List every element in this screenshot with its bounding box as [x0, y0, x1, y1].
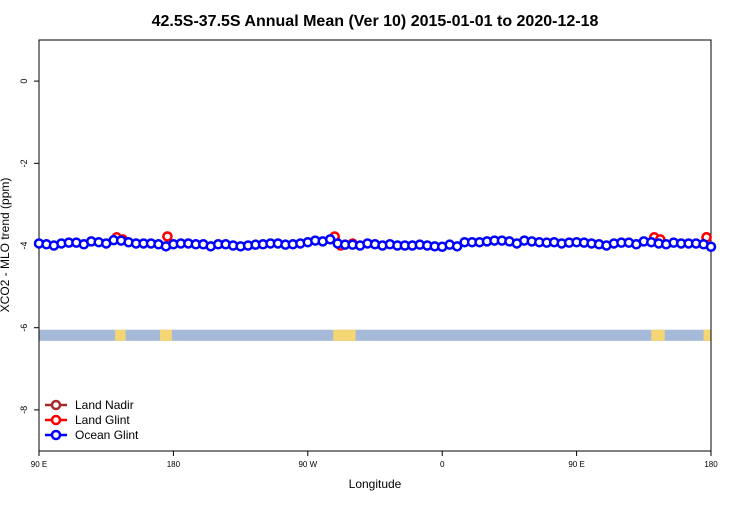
y-tick-label: 0 [19, 79, 29, 84]
x-axis-label: Longitude [349, 477, 402, 491]
land-mask [703, 329, 711, 341]
land-mask [159, 329, 172, 341]
legend-marker [50, 429, 62, 441]
land-mask [651, 329, 665, 341]
y-tick-label: -2 [19, 159, 29, 167]
y-axis-label: XCO2 - MLO trend (ppm) [0, 178, 12, 313]
data-point [324, 234, 336, 245]
y-tick-label: -6 [19, 324, 29, 332]
y-tick-label: -4 [19, 241, 29, 249]
x-tick-label: 90 E [31, 460, 47, 469]
chart-title: 42.5S-37.5S Annual Mean (Ver 10) 2015-01… [152, 13, 599, 30]
data-point [162, 231, 173, 242]
data-point [705, 241, 717, 252]
x-tick-label: 0 [440, 460, 445, 469]
land-mask [333, 329, 356, 341]
y-tick-label: -8 [19, 406, 29, 414]
x-tick-label: 90 E [568, 460, 584, 469]
legend-label: Land Nadir [75, 398, 134, 412]
x-tick-label: 180 [167, 460, 181, 469]
ocean-mask [39, 329, 711, 341]
legend-marker [50, 399, 62, 411]
data-point [451, 241, 463, 252]
legend-marker [50, 414, 62, 426]
land-mask [115, 329, 126, 341]
legend-label: Land Glint [75, 413, 130, 427]
x-tick-label: 180 [704, 460, 718, 469]
x-tick-label: 90 W [298, 460, 317, 469]
legend-label: Ocean Glint [75, 428, 139, 442]
